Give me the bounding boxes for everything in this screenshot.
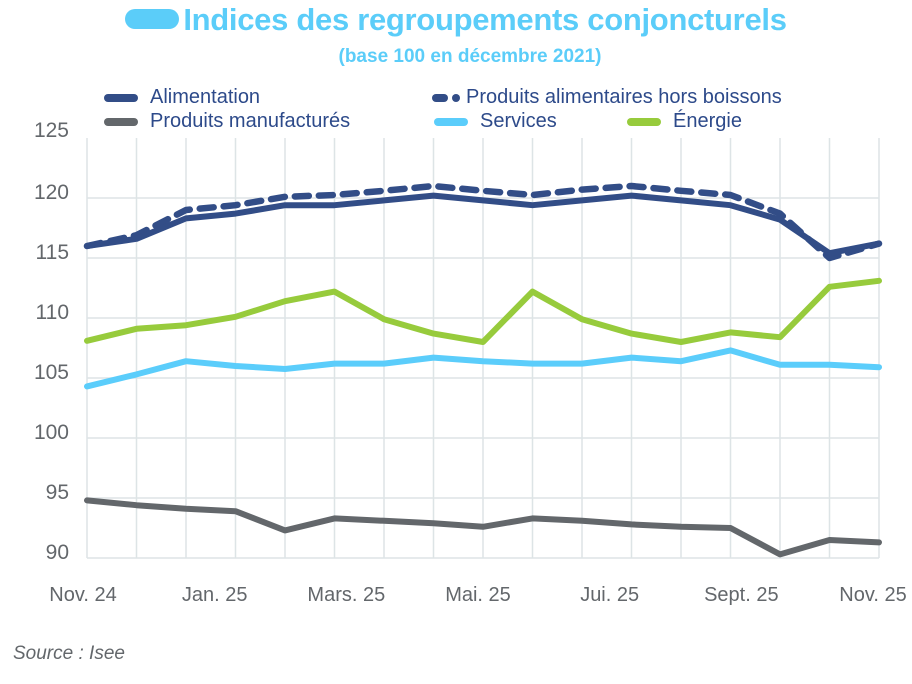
x-tick-label: Mars. 25 xyxy=(307,584,385,606)
x-axis: Nov. 24 Jan. 25 Mars. 25 Mai. 25 Jui. 25 Sept… xyxy=(49,584,906,606)
legend-label: Alimentation xyxy=(150,86,261,108)
legend-label: Produits manufacturés xyxy=(150,110,351,132)
x-tick-label: Mai. 25 xyxy=(445,584,511,606)
legend-swatch-solid-icon xyxy=(104,93,138,102)
y-tick-label: 105 xyxy=(34,361,69,384)
legend-item-alimentation: Alimentation xyxy=(104,86,260,109)
chart-title-text: Indices des regroupements conjoncturels xyxy=(183,2,787,37)
y-tick-label: 100 xyxy=(34,421,69,444)
y-tick-label: 90 xyxy=(46,541,69,564)
legend-swatch-solid-icon xyxy=(627,117,661,126)
y-tick-label: 110 xyxy=(36,301,69,324)
source-note: Source : Isee xyxy=(13,643,125,664)
x-tick-label: Jui. 25 xyxy=(580,584,639,606)
legend-swatch-solid-icon xyxy=(434,117,468,126)
legend-label: Services xyxy=(480,110,557,132)
y-tick-label: 120 xyxy=(34,181,69,204)
y-axis: 90 95 100 105 110 115 120 125 xyxy=(34,119,69,564)
legend-swatch-dashed-icon xyxy=(432,93,460,102)
title-pill-icon xyxy=(125,8,180,29)
x-tick-label: Sept. 25 xyxy=(704,584,779,606)
legend-label: Énergie xyxy=(673,110,742,132)
series-lines xyxy=(83,182,883,558)
y-tick-label: 125 xyxy=(34,119,69,142)
legend-item-produits-manufactures: Produits manufacturés xyxy=(104,110,350,133)
chart-title: Indices des regroupements conjoncturels xyxy=(0,2,912,38)
legend-label: Produits alimentaires hors boissons xyxy=(466,86,782,108)
y-tick-label: 95 xyxy=(46,481,69,504)
chart-subtitle: (base 100 en décembre 2021) xyxy=(338,46,602,67)
legend-item-energie: Énergie xyxy=(627,110,742,133)
legend-swatch-solid-icon xyxy=(104,117,138,126)
x-tick-label: Jan. 25 xyxy=(182,584,248,606)
x-tick-label: Nov. 25 xyxy=(839,584,906,606)
legend-item-produits-alimentaires: Produits alimentaires hors boissons xyxy=(432,86,782,109)
legend-item-services: Services xyxy=(434,110,557,133)
x-tick-label: Nov. 24 xyxy=(49,584,116,606)
y-tick-label: 115 xyxy=(36,241,69,264)
